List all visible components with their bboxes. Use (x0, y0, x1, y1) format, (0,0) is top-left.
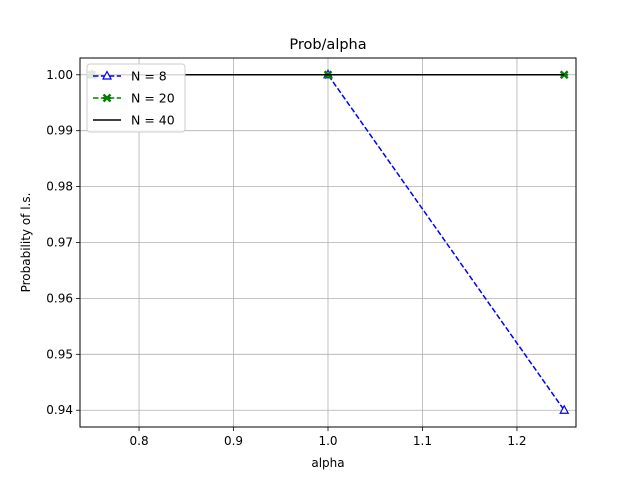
legend-box (86, 63, 186, 133)
y-tick-label: 0.97 (46, 236, 73, 250)
y-tick-label: 0.98 (46, 180, 73, 194)
series-line (91, 74, 565, 411)
legend-marker (102, 70, 112, 80)
y-tick-label: 0.95 (46, 347, 73, 361)
x-tick-label: 1.2 (507, 434, 526, 448)
legend-entry: N = 40 (93, 113, 175, 128)
ticks: 0.8 0.9 1.0 1.1 1.2 0.94 0.95 0.96 0.97 0.98 0.99 1… (46, 68, 526, 448)
y-tick-label: 0.96 (46, 291, 73, 305)
legend-marker (102, 93, 112, 103)
grid (80, 58, 576, 427)
x-tick-label: 1.0 (318, 434, 337, 448)
legend-entry: N = 20 (93, 91, 175, 106)
data-point (559, 404, 570, 414)
chart-title: Prob/alpha (289, 37, 366, 53)
x-tick-label: 1.1 (413, 434, 432, 448)
x-tick-label: 0.8 (130, 434, 149, 448)
legend-entry: N = 8 (93, 69, 167, 84)
legend: N = 8 N = 20 N = 40 (86, 63, 186, 133)
y-tick-label: 0.99 (46, 124, 73, 138)
x-tick-label: 0.9 (224, 434, 243, 448)
y-tick-label: 0.94 (46, 403, 73, 417)
legend-label: N = 20 (131, 91, 175, 106)
y-axis-label: Probability of l.s. (19, 193, 33, 293)
legend-label: N = 8 (131, 69, 167, 84)
y-tick-label: 1.00 (46, 68, 73, 82)
x-axis-label: alpha (311, 456, 344, 470)
legend-label: N = 40 (131, 113, 175, 128)
